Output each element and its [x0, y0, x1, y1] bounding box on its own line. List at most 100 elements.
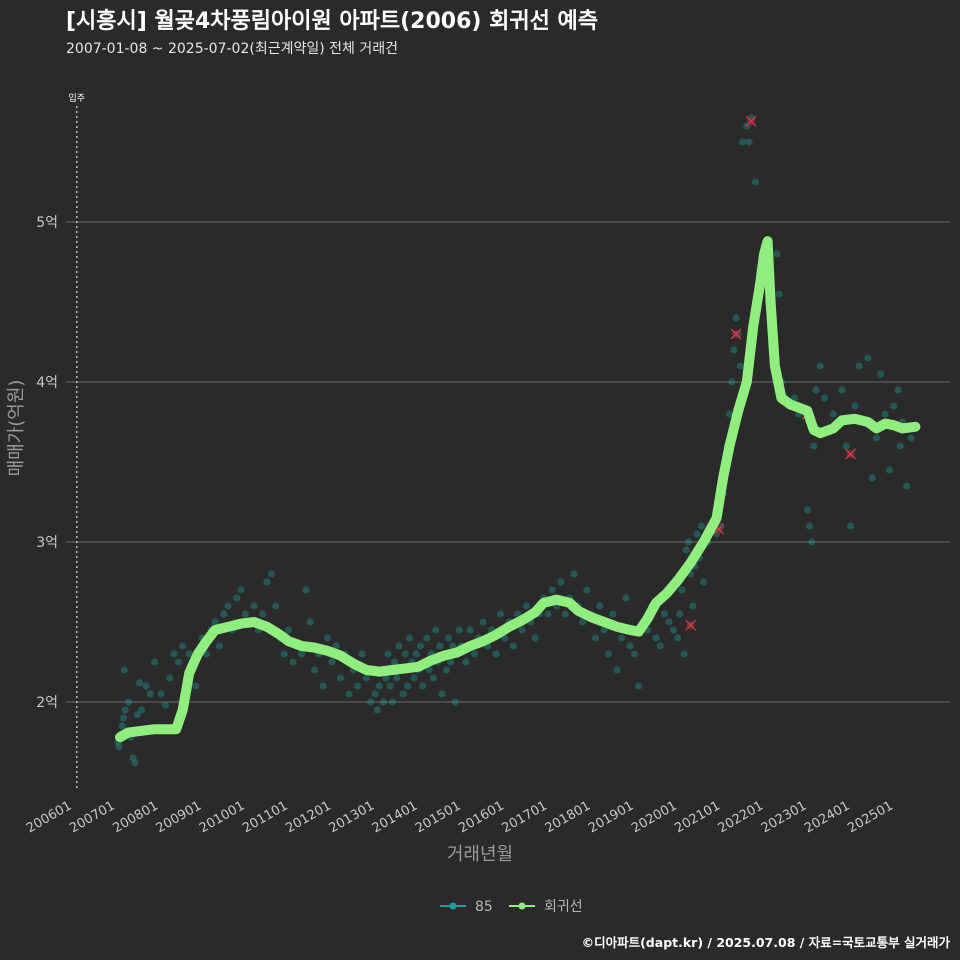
chart-subtitle: 2007-01-08 ~ 2025-07-02(최근계약일) 전체 거래건 — [66, 41, 398, 57]
x-tick-label: 201401 — [370, 798, 420, 836]
data-point — [332, 642, 340, 650]
data-point — [224, 602, 232, 610]
data-point — [237, 586, 245, 594]
data-point — [272, 602, 280, 610]
outlier-cross — [730, 328, 742, 340]
data-point — [310, 666, 319, 674]
x-tick-label: 200801 — [110, 798, 160, 836]
line-layer — [115, 236, 921, 743]
outlier-layer — [685, 115, 857, 631]
data-point — [693, 530, 701, 538]
data-point — [371, 690, 379, 698]
data-point — [613, 666, 621, 674]
data-point — [120, 666, 128, 674]
data-point — [388, 698, 396, 706]
data-point — [373, 706, 381, 714]
data-point — [406, 634, 414, 642]
data-point — [220, 610, 228, 618]
data-point — [652, 634, 660, 642]
data-point — [604, 650, 613, 658]
data-point — [656, 642, 664, 650]
data-point — [174, 658, 182, 666]
y-axis-ticks: 2억 3억 4억 5억 — [36, 215, 58, 711]
y-tick-label: 3억 — [36, 535, 58, 551]
data-point — [215, 642, 224, 650]
data-point — [410, 674, 418, 682]
data-point — [803, 506, 811, 514]
data-point — [438, 690, 446, 698]
data-point — [509, 642, 518, 650]
data-point — [297, 650, 306, 658]
data-point — [514, 610, 522, 618]
data-point — [609, 610, 617, 618]
data-point — [896, 442, 904, 450]
data-point — [812, 386, 820, 394]
data-point — [700, 578, 708, 586]
x-tick-label: 202501 — [845, 798, 895, 836]
y-tick-label: 4억 — [36, 375, 58, 391]
data-point — [808, 538, 816, 546]
data-point — [751, 178, 760, 186]
data-point — [864, 354, 872, 362]
data-point — [816, 362, 824, 370]
x-tick-label: 201001 — [197, 798, 247, 836]
data-point — [323, 634, 332, 642]
data-point — [773, 250, 781, 258]
data-point — [412, 650, 420, 658]
x-tick-label: 201201 — [283, 798, 333, 836]
data-point — [635, 682, 643, 690]
data-point — [416, 642, 425, 650]
data-point — [805, 522, 814, 530]
data-point — [821, 394, 829, 402]
data-point — [142, 682, 150, 690]
data-point — [466, 626, 474, 634]
x-axis-title: 거래년월 — [447, 844, 513, 865]
data-point — [135, 679, 144, 687]
data-point — [384, 650, 392, 658]
data-point — [661, 610, 669, 618]
data-point — [306, 618, 314, 626]
data-point — [600, 626, 608, 634]
data-point — [492, 650, 500, 658]
move-in-label: 입주 — [69, 92, 86, 104]
data-point — [630, 650, 639, 658]
x-tick-label: 200701 — [67, 798, 117, 836]
data-point — [455, 626, 463, 634]
data-point — [431, 626, 440, 634]
data-point — [736, 362, 744, 370]
data-point — [903, 482, 911, 490]
data-point — [846, 522, 855, 530]
data-point — [885, 466, 894, 474]
data-point — [436, 642, 444, 650]
data-point — [518, 626, 526, 634]
data-point — [302, 586, 310, 594]
data-point — [738, 138, 747, 146]
data-point — [354, 682, 362, 690]
legend-label-regression: 회귀선 — [544, 899, 583, 915]
data-point — [684, 538, 693, 546]
x-tick-label: 201901 — [586, 798, 636, 836]
data-point — [451, 698, 459, 706]
data-point — [161, 701, 170, 709]
data-point — [894, 386, 902, 394]
data-point — [179, 642, 187, 650]
data-point — [881, 410, 889, 418]
data-point — [626, 642, 634, 650]
data-point — [118, 722, 126, 730]
data-point — [289, 658, 297, 666]
regression-line — [115, 236, 921, 743]
data-point — [267, 570, 275, 578]
data-point — [842, 442, 850, 450]
data-point — [689, 602, 697, 610]
data-point — [444, 634, 453, 642]
x-tick-label: 201301 — [327, 798, 377, 836]
data-point — [583, 586, 591, 594]
x-tick-label: 201801 — [543, 798, 593, 836]
data-point — [665, 618, 673, 626]
data-point — [170, 650, 178, 658]
data-point — [328, 658, 336, 666]
x-tick-label: 201601 — [456, 798, 506, 836]
data-point — [151, 658, 159, 666]
x-tick-label: 201101 — [240, 798, 290, 836]
data-point — [263, 578, 271, 586]
